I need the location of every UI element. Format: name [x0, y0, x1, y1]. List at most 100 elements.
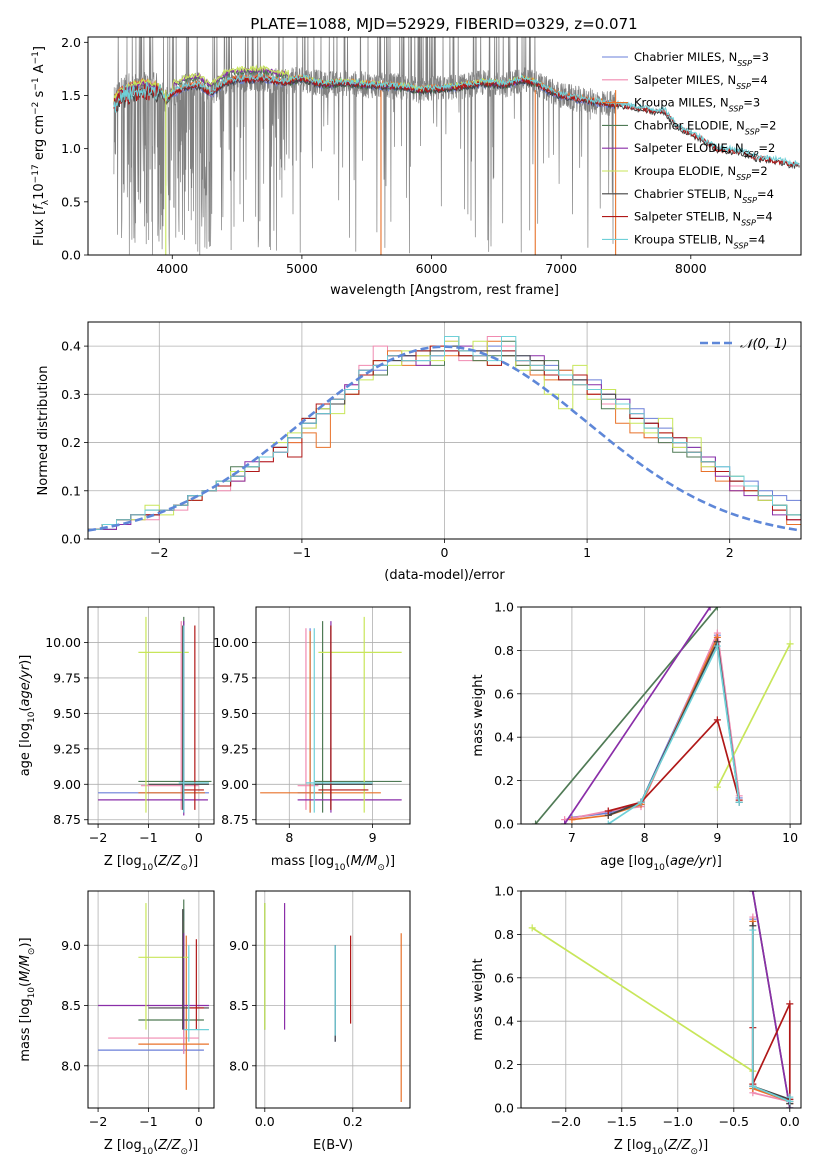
x-tick-label: 0.0 — [255, 1114, 275, 1129]
y-tick-label: 0.8 — [494, 643, 514, 658]
y-tick-label: 10.00 — [213, 635, 249, 650]
legend-entry-kroupa_elodie: Kroupa ELODIE, NSSP=2 — [634, 164, 768, 182]
y-tick-label: 0.8 — [494, 927, 514, 942]
y-tick-label: 0.4 — [61, 339, 81, 354]
y-tick-label: 9.00 — [53, 777, 81, 792]
axes-frame — [87, 36, 802, 256]
weight-marker-salpeter_elodie — [706, 607, 714, 611]
age_vs_Z-panel: −2 −1 0 8.75 9.00 9.25 9.50 9.75 10.00 Z [log10(Z… — [18, 606, 215, 873]
weight_vs_age-plot-area — [532, 607, 794, 824]
x-tick-label: 0 — [195, 830, 203, 845]
axes-frame — [520, 606, 802, 825]
x-axis-label: age [log10(age/yr)] — [600, 854, 722, 873]
legend-entry-salpeter_stelib: Salpeter STELIB, NSSP=4 — [634, 210, 773, 228]
y-tick-label: 9.50 — [53, 706, 81, 721]
y-tick-label: 9.75 — [53, 670, 81, 685]
weight-marker-kroupa_elodie — [528, 924, 536, 932]
y-tick-label: 0.0 — [494, 1101, 514, 1116]
x-axis-label: Z [log10(Z/Z⊙)] — [104, 1138, 198, 1157]
weight-marker-kroupa_stelib — [749, 1082, 757, 1090]
weight-marker-salpeter_elodie — [749, 891, 757, 895]
weight_vs_age-panel: 7 8 9 10 0.0 0.2 0.4 0.6 0.8 1.0 age [log10(age/yr… — [471, 600, 802, 873]
weight-line-kroupa_elodie — [531, 927, 754, 1072]
y-tick-label: 9.75 — [221, 670, 249, 685]
gaussian-curve — [88, 345, 801, 532]
y-tick-label: 0.0 — [61, 248, 81, 263]
x-tick-label: −2 — [150, 545, 168, 560]
axes-frame — [255, 890, 411, 1109]
x-tick-label: 0 — [441, 545, 449, 560]
x-tick-label: 8000 — [675, 261, 707, 276]
y-tick-label: 9.25 — [53, 741, 81, 756]
y-axis-label: mass weight — [471, 674, 486, 756]
weight-marker-kroupa_stelib — [713, 642, 721, 650]
model-line-salpeter_stelib — [113, 74, 800, 168]
weight-marker-kroupa_miles — [568, 816, 576, 824]
weight-line-chabrier_elodie — [534, 607, 719, 824]
weight-marker-salpeter_elodie — [561, 820, 569, 824]
x-tick-label: 8 — [641, 830, 649, 845]
y-tick-label: 2.0 — [61, 35, 81, 50]
weight_vs_Z-panel: −2.0 −1.5 −1.0 −0.5 0.0 0.0 0.2 0.4 0.6 0.8 1.0 Z [… — [471, 884, 802, 1157]
y-tick-label: 0.0 — [494, 817, 514, 832]
y-axis-label: Flux [fλ10−17 erg cm−2 s−1 A−1] — [31, 46, 51, 246]
x-tick-label: 0.2 — [343, 1114, 363, 1129]
y-tick-label: 0.6 — [494, 970, 514, 985]
legend-entry-salpeter_elodie: Salpeter ELODIE, NSSP=2 — [634, 141, 775, 159]
y-tick-label: 0.2 — [494, 773, 514, 788]
x-tick-label: 7000 — [545, 261, 577, 276]
legend-gaussian-label: 𝒩(0, 1) — [740, 337, 787, 352]
y-tick-label: 0.2 — [494, 1057, 514, 1072]
x-tick-label: −1 — [139, 1114, 157, 1129]
y-tick-label: 8.5 — [229, 998, 249, 1013]
weight-line-kroupa_stelib — [607, 643, 741, 824]
x-axis-label: mass [log10(M/M⊙)] — [271, 854, 395, 873]
y-tick-label: 8.75 — [221, 812, 249, 827]
x-tick-label: 2 — [726, 545, 734, 560]
model-line-kroupa_stelib — [113, 73, 800, 167]
y-tick-label: 8.0 — [229, 1058, 249, 1073]
legend-entry-chabrier_stelib: Chabrier STELIB, NSSP=4 — [634, 187, 774, 205]
y-tick-label: 1.0 — [61, 141, 81, 156]
weight-line-salpeter_elodie — [563, 607, 711, 824]
x-tick-label: −1 — [139, 830, 157, 845]
mass_vs_Z-panel: −2 −1 0 8.0 8.5 9.0 Z [log10(Z/Z⊙)] mass [log10… — [18, 890, 215, 1157]
weight-marker-salpeter_stelib — [713, 716, 721, 724]
y-tick-label: 9.50 — [221, 706, 249, 721]
x-axis-label: Z [log10(Z/Z⊙)] — [614, 1138, 708, 1157]
weight-marker-salpeter_stelib — [786, 1000, 794, 1008]
axes-frame — [255, 606, 411, 825]
y-tick-label: 9.0 — [61, 938, 81, 953]
residuals-panel: −2 −1 0 1 2 0.0 0.1 0.2 0.3 0.4 (data-model)/error… — [36, 321, 802, 583]
x-tick-label: 5000 — [286, 261, 318, 276]
y-tick-label: 0.4 — [494, 730, 514, 745]
y-tick-label: 0.1 — [61, 483, 81, 498]
x-tick-label: 4000 — [156, 261, 188, 276]
x-axis-label: (data-model)/error — [384, 568, 505, 583]
age_vs_Z-plot-area — [98, 616, 212, 816]
weight-marker-kroupa_elodie — [713, 783, 721, 791]
mass_vs_ebv-panel: 0.0 0.2 8.0 8.5 9.0 E(B-V) — [229, 890, 411, 1153]
x-tick-label: 0.0 — [780, 1114, 800, 1129]
x-axis-label: wavelength [Angstrom, rest frame] — [330, 283, 559, 298]
x-tick-label: −1 — [293, 545, 311, 560]
age_vs_mass-panel: 8 9 8.75 9.00 9.25 9.50 9.75 10.00 mass [log10(M… — [213, 606, 411, 873]
weight-marker-kroupa_stelib — [637, 798, 645, 806]
y-tick-label: 1.0 — [494, 884, 514, 899]
weight-line-salpeter_stelib — [608, 718, 741, 812]
axes-frame — [87, 890, 215, 1109]
x-tick-label: 7 — [568, 830, 576, 845]
x-tick-label: 9 — [369, 830, 377, 845]
y-tick-label: 8.0 — [61, 1058, 81, 1073]
y-tick-label: 0.0 — [61, 532, 81, 547]
y-axis-label: Normed distribution — [36, 366, 51, 496]
legend-entry-chabrier_miles: Chabrier MILES, NSSP=3 — [634, 50, 769, 68]
y-tick-label: 9.0 — [229, 938, 249, 953]
y-tick-label: 0.6 — [494, 686, 514, 701]
y-axis-label: mass [log10(M/M⊙)] — [18, 937, 37, 1061]
x-tick-label: 10 — [782, 830, 798, 845]
legend: Chabrier MILES, NSSP=3 Salpeter MILES, NS… — [602, 50, 776, 250]
weight-marker-kroupa_stelib — [604, 820, 612, 824]
x-tick-label: 6000 — [416, 261, 448, 276]
